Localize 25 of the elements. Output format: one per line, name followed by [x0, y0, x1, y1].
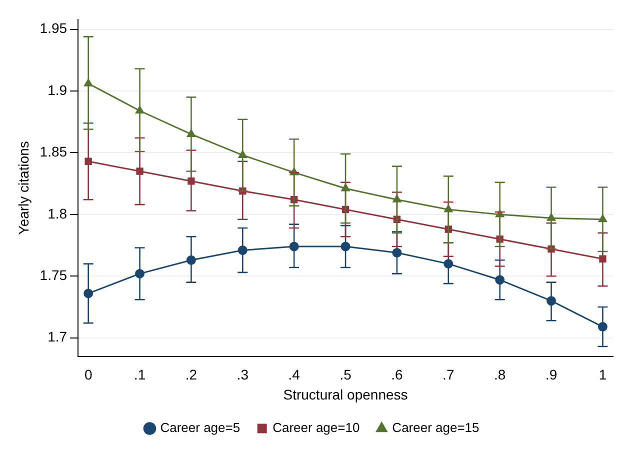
x-tick-label: .9	[545, 366, 558, 383]
legend-label: Career age=5	[160, 420, 240, 436]
point	[341, 184, 350, 192]
x-tick-label: 0	[84, 366, 92, 383]
y-tick-label: 1.7	[48, 328, 68, 345]
point	[136, 168, 144, 175]
point	[392, 194, 402, 202]
x-tick-label: .8	[494, 366, 506, 383]
y-axis-title: Yearly citations	[15, 141, 32, 235]
x-tick-label: 1	[598, 366, 607, 383]
x-axis-title: Structural openness	[283, 386, 408, 402]
x-tick-label: .5	[340, 366, 352, 383]
legend-label: Career age=15	[392, 420, 480, 436]
y-tick-label: 1.95	[40, 20, 68, 36]
y-tick-label: 1.9	[48, 82, 68, 98]
x-tick-label: .3	[236, 366, 249, 383]
x-tick-label: .6	[391, 366, 404, 383]
x-tick-label: .7	[442, 366, 454, 383]
legend-label: Career age=10	[272, 420, 360, 436]
x-tick-label: .1	[134, 366, 146, 383]
y-tick-label: 1.8	[48, 205, 68, 222]
y-tick-label: 1.85	[40, 144, 68, 160]
y-tick-label: 1.75	[40, 267, 68, 284]
x-tick-label: .2	[185, 366, 198, 383]
x-tick-label: .4	[288, 366, 300, 383]
